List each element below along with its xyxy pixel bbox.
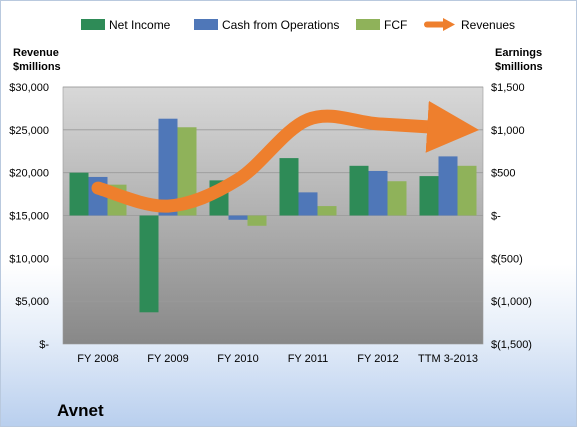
bar-fcf bbox=[387, 181, 407, 216]
x-tick-label: FY 2008 bbox=[77, 353, 118, 365]
right-axis-title-line2: $millions bbox=[495, 61, 543, 73]
legend-swatch bbox=[194, 19, 218, 30]
revenues-line bbox=[91, 100, 480, 213]
legend-arrow-icon bbox=[443, 18, 455, 31]
right-tick-label: $- bbox=[491, 211, 501, 223]
x-tick-label: TTM 3-2013 bbox=[418, 353, 478, 365]
left-tick-label: $20,000 bbox=[9, 168, 49, 180]
bar-cash-from-operations bbox=[158, 118, 178, 216]
bar-fcf bbox=[177, 127, 197, 216]
left-axis-title-line1: Revenue bbox=[13, 47, 59, 59]
bar-cash-from-operations bbox=[298, 192, 318, 216]
right-tick-label: $(500) bbox=[491, 253, 523, 265]
chart-legend: Net Income Cash from Operations FCF Revenue… bbox=[81, 18, 515, 32]
bar-cash-from-operations bbox=[228, 215, 248, 220]
left-axis-ticks: $- $5,000 $10,000 $15,000 $20,000 $25,000 $30,… bbox=[9, 82, 49, 351]
left-tick-label: $30,000 bbox=[9, 82, 49, 94]
bar-fcf bbox=[317, 206, 337, 216]
x-tick-label: FY 2012 bbox=[357, 353, 398, 365]
legend-label: Revenues bbox=[461, 18, 515, 32]
legend-label: FCF bbox=[384, 18, 407, 32]
left-tick-label: $5,000 bbox=[15, 296, 49, 308]
left-axis-title-line2: $millions bbox=[13, 61, 61, 73]
bar-net-income bbox=[69, 172, 89, 216]
bar-net-income bbox=[279, 158, 299, 216]
right-tick-label: $1,000 bbox=[491, 125, 525, 137]
legend-label: Net Income bbox=[109, 18, 171, 32]
right-tick-label: $(1,500) bbox=[491, 339, 532, 351]
x-axis-ticks: FY 2008 FY 2009 FY 2010 FY 2011 FY 2012 TTM 3… bbox=[77, 353, 478, 365]
left-tick-label: $15,000 bbox=[9, 211, 49, 223]
line-series bbox=[91, 100, 480, 213]
bar-net-income bbox=[139, 215, 159, 313]
right-tick-label: $500 bbox=[491, 168, 515, 180]
left-tick-label: $25,000 bbox=[9, 125, 49, 137]
left-tick-label: $- bbox=[39, 339, 49, 351]
x-tick-label: FY 2010 bbox=[217, 353, 258, 365]
right-tick-label: $1,500 bbox=[491, 82, 525, 94]
legend-swatch bbox=[81, 19, 105, 30]
bar-net-income bbox=[419, 176, 439, 216]
bar-cash-from-operations bbox=[438, 156, 458, 216]
gridlines bbox=[63, 86, 483, 302]
bar-fcf bbox=[247, 215, 267, 226]
x-tick-label: FY 2009 bbox=[147, 353, 188, 365]
right-axis-ticks: $(1,500) $(1,000) $(500) $- $500 $1,000 $1,500 bbox=[491, 82, 532, 351]
right-axis-title-line1: Earnings bbox=[495, 47, 542, 59]
bar-fcf bbox=[457, 165, 477, 216]
bar-net-income bbox=[349, 165, 369, 216]
legend-swatch bbox=[356, 19, 380, 30]
company-name: Avnet bbox=[57, 401, 104, 420]
bar-cash-from-operations bbox=[368, 170, 388, 216]
x-tick-label: FY 2011 bbox=[288, 353, 329, 365]
right-tick-label: $(1,000) bbox=[491, 296, 532, 308]
legend-label: Cash from Operations bbox=[222, 18, 339, 32]
left-tick-label: $10,000 bbox=[9, 253, 49, 265]
